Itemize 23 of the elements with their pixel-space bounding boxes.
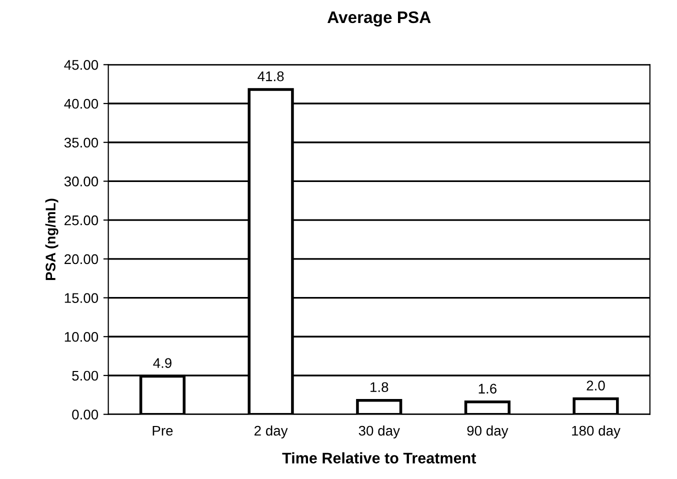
x-tick-label: 90 day bbox=[467, 425, 508, 438]
y-tick-label: 40.00 bbox=[64, 98, 98, 109]
data-label: 2.0 bbox=[586, 380, 605, 390]
x-tick-label: 30 day bbox=[358, 425, 400, 438]
x-tick-label: 2 day bbox=[254, 425, 288, 438]
x-tick-label: Pre bbox=[152, 426, 173, 436]
y-tick-label: 0.00 bbox=[72, 410, 98, 420]
y-tick-label: 30.00 bbox=[64, 176, 98, 186]
y-tick-label: 15.00 bbox=[64, 293, 98, 303]
x-axis-title: Time Relative to Treatment bbox=[282, 452, 476, 464]
y-tick-label: 35.00 bbox=[64, 138, 98, 148]
data-label: 4.9 bbox=[153, 358, 172, 368]
y-axis-title: PSA (ng/mL) bbox=[45, 198, 58, 280]
y-tick-label: 45.00 bbox=[64, 60, 98, 70]
data-label: 1.8 bbox=[370, 382, 388, 392]
data-label: 1.6 bbox=[478, 384, 496, 394]
data-label: 41.8 bbox=[258, 71, 284, 82]
y-tick-label: 20.00 bbox=[64, 254, 98, 264]
y-tick-label: 25.00 bbox=[64, 215, 98, 226]
y-tick-label: 5.00 bbox=[72, 370, 98, 381]
x-tick-label: 180 day bbox=[572, 425, 620, 438]
chart-title: Average PSA bbox=[328, 11, 431, 27]
y-tick-label: 10.00 bbox=[64, 332, 98, 342]
